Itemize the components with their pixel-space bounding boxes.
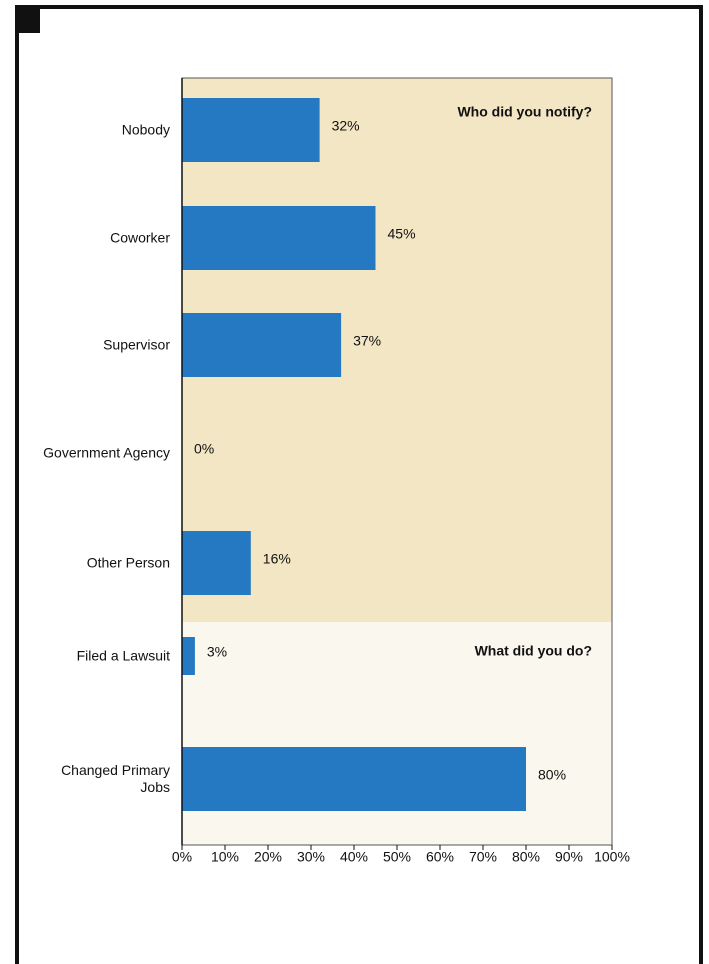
x-tick-label: 80% xyxy=(512,849,540,865)
value-label: 45% xyxy=(388,226,416,242)
x-tick-label: 90% xyxy=(555,849,583,865)
section-title: Who did you notify? xyxy=(457,104,592,120)
bar xyxy=(182,531,251,595)
x-tick-label: 60% xyxy=(426,849,454,865)
bar xyxy=(182,206,376,270)
x-tick-label: 30% xyxy=(297,849,325,865)
x-tick-label: 0% xyxy=(172,849,192,865)
frame-left xyxy=(15,5,19,964)
value-label: 32% xyxy=(332,118,360,134)
value-label: 16% xyxy=(263,551,291,567)
x-tick-label: 50% xyxy=(383,849,411,865)
frame-right xyxy=(699,5,703,964)
x-tick-label: 40% xyxy=(340,849,368,865)
value-label: 37% xyxy=(353,333,381,349)
bar xyxy=(182,98,320,162)
category-label: Filed a Lawsuit xyxy=(76,647,170,664)
category-label: Supervisor xyxy=(103,336,170,353)
x-tick-label: 70% xyxy=(469,849,497,865)
bar xyxy=(182,747,526,811)
category-label: Coworker xyxy=(110,229,170,246)
value-label: 80% xyxy=(538,767,566,783)
value-label: 3% xyxy=(207,644,227,660)
x-tick-label: 10% xyxy=(211,849,239,865)
category-label: Nobody xyxy=(121,121,170,138)
bar xyxy=(182,637,195,675)
category-label: Government Agency xyxy=(43,444,170,461)
corner-block xyxy=(15,5,40,33)
x-tick-label: 20% xyxy=(254,849,282,865)
x-tick-label: 100% xyxy=(594,849,630,865)
category-label: Changed Primary Jobs xyxy=(61,762,170,795)
value-label: 0% xyxy=(194,441,214,457)
frame-top xyxy=(15,5,703,9)
category-label: Other Person xyxy=(86,554,170,571)
bar xyxy=(182,313,342,377)
section-title: What did you do? xyxy=(475,643,592,659)
